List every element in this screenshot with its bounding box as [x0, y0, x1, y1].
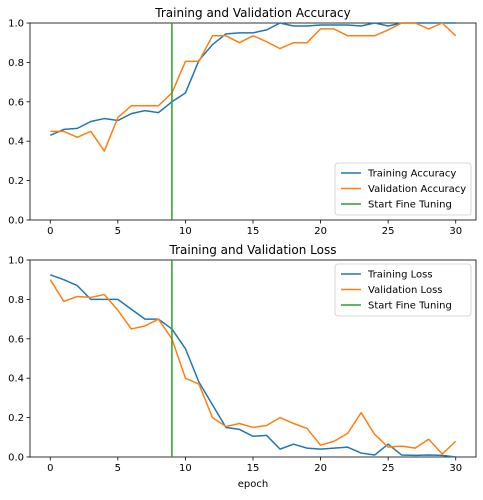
x-tick-label: 0 [47, 463, 53, 474]
x-tick-label: 15 [247, 463, 260, 474]
x-tick-label: 25 [382, 463, 395, 474]
series-line-training [49, 22, 456, 136]
series-line-training [50, 274, 456, 458]
legend-box [334, 263, 472, 317]
y-tick-label: 0.6 [8, 97, 24, 108]
y-tick-label: 0.0 [8, 453, 24, 464]
x-tick-label: 10 [179, 226, 192, 237]
y-tick-label: 0.2 [8, 413, 24, 424]
y-tick-label: 0.0 [8, 216, 24, 227]
legend: Training Loss Validation Loss Start Fine T… [334, 263, 472, 317]
y-tick-label: 1.0 [8, 19, 24, 30]
x-tick-label: 10 [179, 463, 192, 474]
chart-title: Training and Validation Accuracy [154, 6, 350, 20]
legend: Training Accuracy Validation Accuracy Star… [334, 162, 472, 216]
series-line-validation [49, 279, 457, 455]
y-tick-label: 0.4 [8, 374, 24, 385]
y-tick-label: 0.4 [8, 137, 24, 148]
x-axis-label: epoch [238, 479, 268, 490]
legend-box [334, 162, 472, 216]
y-tick-label: 0.6 [8, 334, 24, 345]
legend-label: Validation Accuracy [368, 184, 466, 195]
y-tick-label: 0.8 [8, 58, 24, 69]
y-tick-label: 1.0 [8, 256, 24, 267]
chart-title: Training and Validation Loss [169, 243, 337, 257]
x-tick-label: 30 [449, 463, 462, 474]
x-tick-label: 15 [247, 226, 260, 237]
x-tick-label: 5 [115, 226, 121, 237]
legend-label: Start Fine Tuning [368, 301, 452, 312]
x-tick-label: 20 [314, 226, 327, 237]
legend-label: Validation Loss [368, 285, 443, 296]
loss-chart: Training and Validation Loss epoch 0 5 10 1… [8, 243, 477, 490]
x-tick-label: 5 [115, 463, 121, 474]
legend-label: Start Fine Tuning [368, 200, 452, 211]
x-tick-label: 25 [382, 226, 395, 237]
x-tick-label: 30 [449, 226, 462, 237]
series-line-validation [50, 22, 457, 152]
accuracy-chart: Training and Validation Accuracy 0 5 10 15 2… [8, 6, 477, 237]
y-tick-label: 0.2 [8, 176, 24, 187]
x-tick-label: 20 [314, 463, 327, 474]
legend-label: Training Accuracy [367, 169, 456, 180]
x-tick-label: 0 [47, 226, 53, 237]
y-tick-label: 0.8 [8, 295, 24, 306]
legend-label: Training Loss [367, 270, 433, 281]
